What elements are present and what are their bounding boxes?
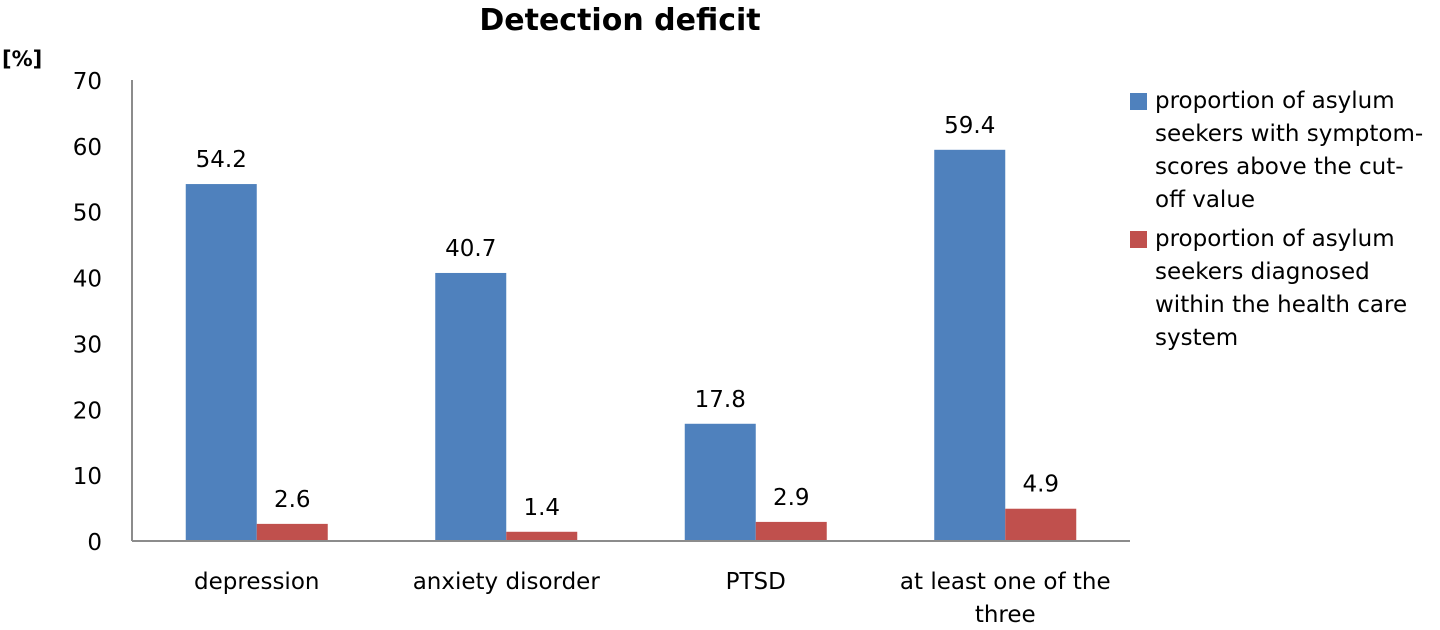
bar-symptom [934,149,1006,541]
legend-swatch [1130,93,1147,110]
y-tick-label: 40 [73,267,102,293]
x-tick-label: at least one of the [900,569,1111,595]
data-label: 4.9 [1022,472,1059,498]
bar-symptom [435,272,507,541]
bar-diagnosed [506,531,578,541]
bar-diagnosed [256,523,328,541]
y-tick-label: 0 [87,530,102,556]
bar-diagnosed [755,521,827,541]
legend: proportion of asylum seekers with symptom… [1130,85,1430,361]
data-label: 40.7 [445,236,496,262]
y-axis-label: [%] [2,47,42,71]
x-tick-label: anxiety disorder [413,569,601,595]
data-label: 59.4 [944,113,995,139]
legend-label: proportion of asylum seekers diagnosed wit… [1155,226,1408,351]
y-tick-label: 30 [73,332,102,358]
y-tick-label: 70 [73,69,102,95]
y-tick-label: 20 [73,398,102,424]
y-tick-label: 60 [73,135,102,161]
y-tick-label: 10 [73,464,102,490]
chart-title: Detection deficit [479,3,760,38]
legend-label: proportion of asylum seekers with symptom… [1155,88,1424,213]
bar-symptom [185,184,257,541]
legend-swatch [1130,231,1147,248]
legend-item: proportion of asylum seekers with symptom… [1130,85,1430,217]
data-label: 2.6 [274,487,311,513]
data-label: 17.8 [695,387,746,413]
x-tick-label: three [975,602,1036,628]
legend-item: proportion of asylum seekers diagnosed wit… [1130,223,1430,355]
bar-symptom [684,423,756,541]
x-tick-label: PTSD [726,569,786,595]
x-tick-label: depression [194,569,319,595]
bar-diagnosed [1005,508,1077,541]
data-label: 2.9 [773,485,810,511]
y-tick-label: 50 [73,201,102,227]
data-label: 1.4 [523,495,560,521]
data-label: 54.2 [196,147,247,173]
